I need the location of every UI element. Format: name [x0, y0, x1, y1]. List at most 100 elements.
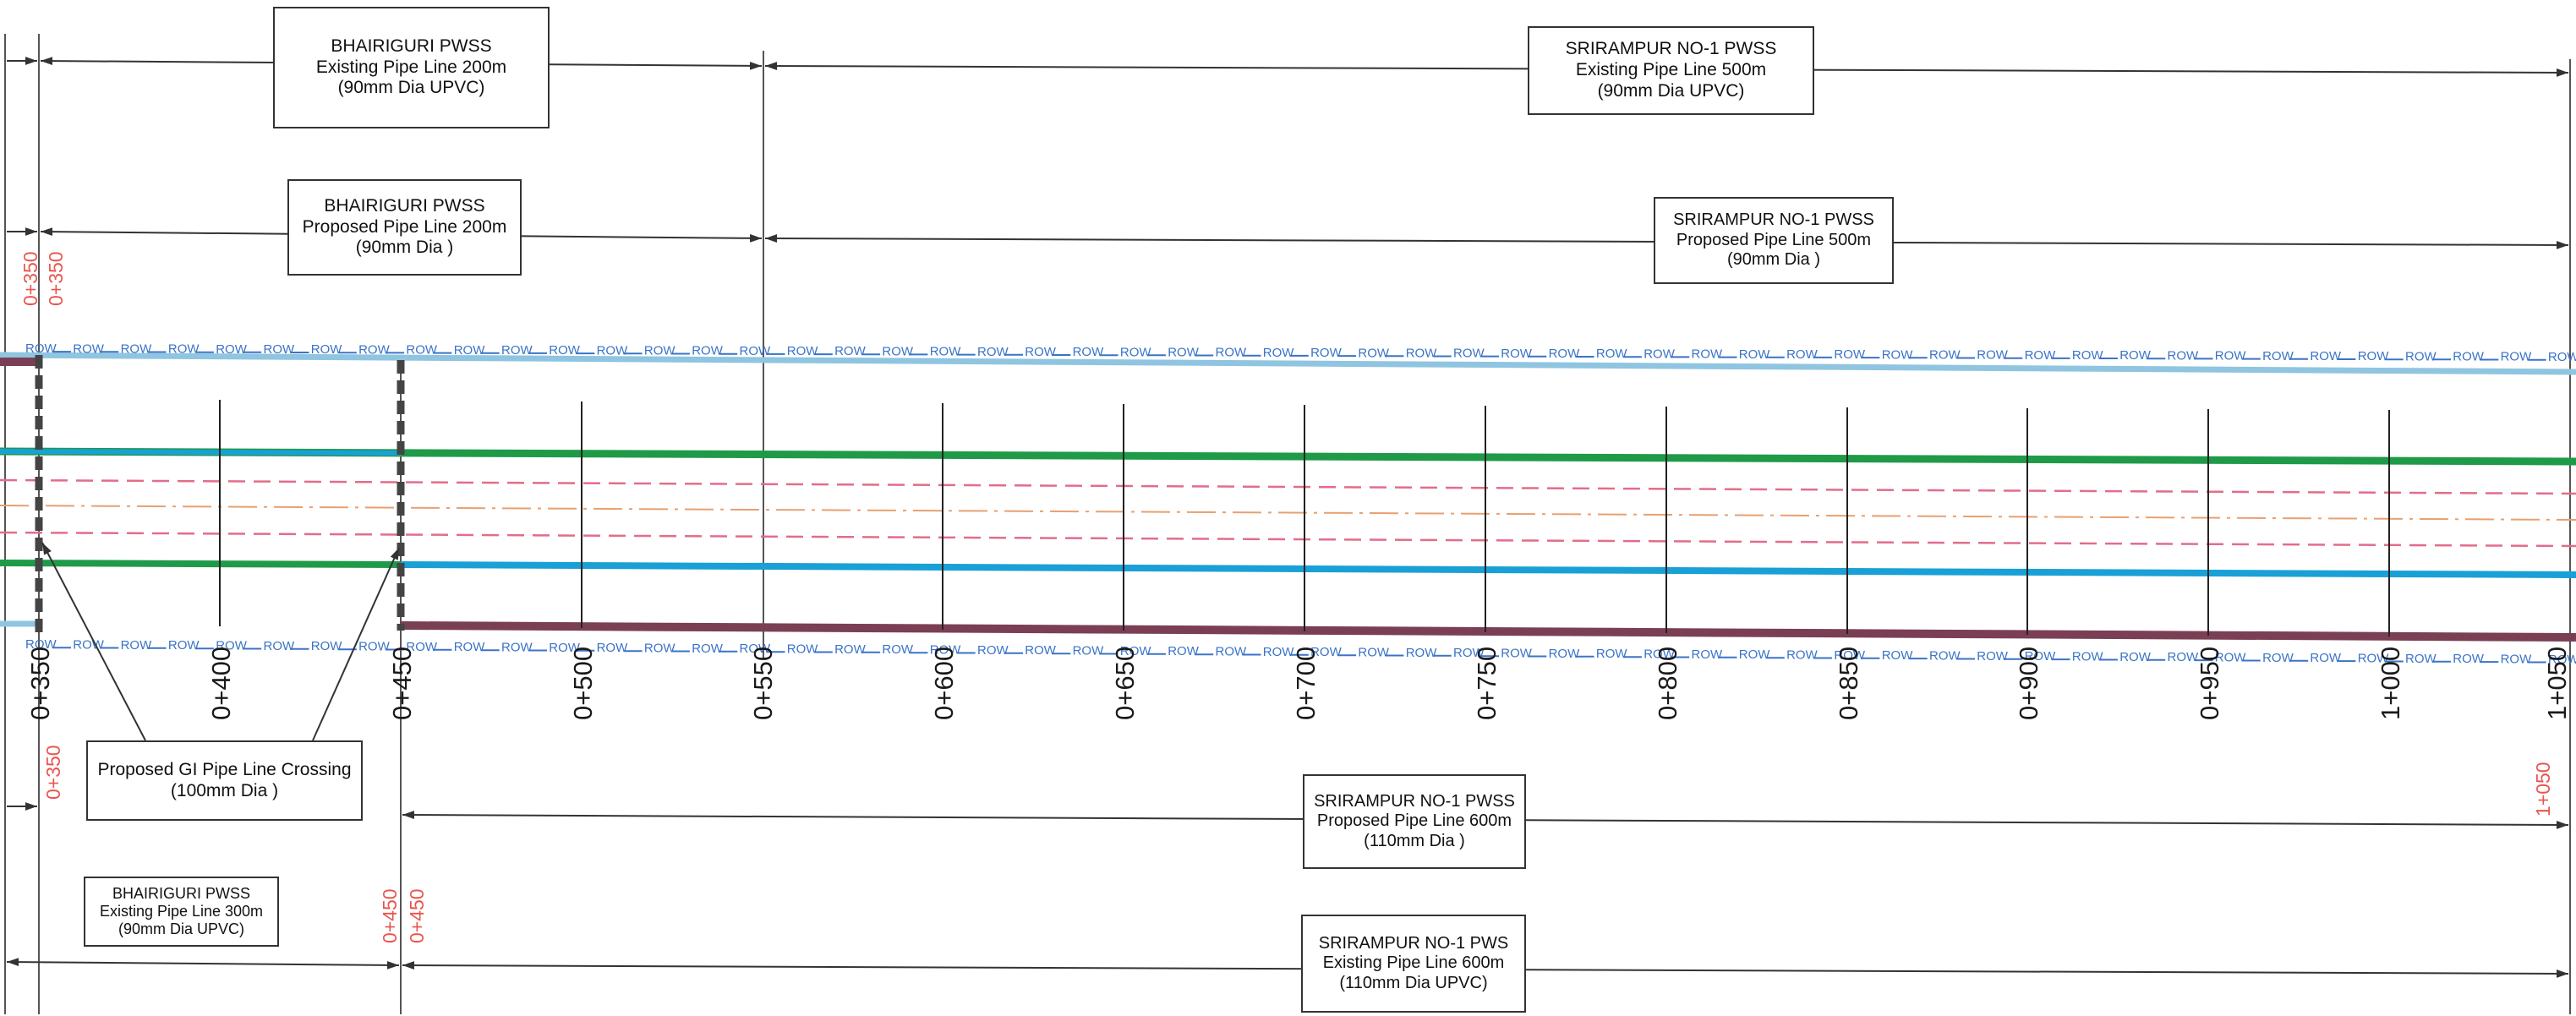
row-marker-bottom-28: ROW	[1358, 646, 1390, 660]
row-marker-top-35: ROW	[1692, 347, 1724, 362]
row-marker-bottom-7: ROW	[358, 640, 391, 654]
row-marker-top-1: ROW	[73, 341, 105, 356]
row-marker-bottom-26: ROW	[1263, 645, 1295, 659]
row-marker-top-47: ROW	[2262, 349, 2294, 363]
row-marker-top-0: ROW	[25, 341, 57, 356]
box-line: Existing Pipe Line 200m	[315, 57, 507, 77]
box-line: Existing Pipe Line 600m	[1322, 953, 1505, 973]
row-marker-top-37: ROW	[1786, 347, 1819, 362]
box-line: SRIRAMPUR NO-1 PWSS	[1673, 210, 1874, 230]
row-marker-bottom-51: ROW	[2453, 652, 2485, 666]
row-marker-top-20: ROW	[977, 345, 1009, 359]
row-marker-bottom-22: ROW	[1073, 644, 1105, 658]
row-marker-top-53: ROW	[2548, 350, 2576, 364]
row-marker-top-5: ROW	[264, 342, 296, 357]
chainage-label-0-850: 0+850	[1834, 646, 1863, 720]
row-marker-bottom-47: ROW	[2262, 651, 2294, 665]
row-marker-top-23: ROW	[1120, 345, 1152, 359]
row-marker-top-51: ROW	[2453, 350, 2485, 364]
row-marker-top-29: ROW	[1406, 347, 1438, 361]
row-marker-bottom-43: ROW	[2072, 650, 2104, 664]
row-marker-bottom-4: ROW	[216, 639, 248, 653]
row-marker-bottom-24: ROW	[1168, 644, 1200, 658]
red-chainage-right: 1+050	[2532, 762, 2554, 817]
chainage-tick-lines	[219, 400, 2390, 636]
row-marker-bottom-36: ROW	[1739, 647, 1771, 662]
row-marker-bottom-25: ROW	[1216, 645, 1248, 659]
red-dash-lower	[0, 531, 2576, 548]
row-marker-bottom-16: ROW	[787, 642, 819, 657]
row-marker-bottom-18: ROW	[882, 642, 914, 657]
green-line-top	[0, 447, 2576, 466]
box-bhairiguri-proposed: BHAIRIGURI PWSS Proposed Pipe Line 200m …	[287, 179, 522, 276]
blue-line-top-left	[0, 449, 402, 456]
box-line: (110mm Dia UPVC)	[1339, 973, 1488, 992]
row-marker-bottom-14: ROW	[692, 642, 724, 656]
row-marker-bottom-27: ROW	[1310, 645, 1343, 659]
row-marker-top-25: ROW	[1216, 346, 1248, 360]
row-marker-top-15: ROW	[740, 344, 772, 358]
row-marker-top-24: ROW	[1168, 346, 1200, 360]
box-line: (110mm Dia )	[1364, 831, 1465, 850]
chainage-label-0-450: 0+450	[387, 646, 417, 720]
box-srirampur-proposed-top: SRIRAMPUR NO-1 PWSS Proposed Pipe Line 5…	[1654, 197, 1894, 284]
row-marker-bottom-9: ROW	[454, 640, 486, 654]
box-line: Proposed Pipe Line 200m	[302, 216, 507, 237]
row-marker-bottom-53: ROW	[2548, 653, 2576, 667]
row-marker-top-48: ROW	[2310, 349, 2342, 363]
leader-line-left	[41, 542, 146, 741]
row-marker-bottom-38: ROW	[1834, 648, 1866, 663]
row-marker-top-43: ROW	[2072, 348, 2104, 363]
row-marker-bottom-46: ROW	[2215, 651, 2247, 665]
row-marker-top-10: ROW	[501, 343, 533, 358]
box-line: SRIRAMPUR NO-1 PWSS	[1565, 39, 1777, 59]
row-marker-top-38: ROW	[1834, 347, 1866, 362]
row-marker-bottom-11: ROW	[549, 641, 581, 655]
dim-arrow-bhairiguri-existing-bottom	[6, 958, 400, 970]
row-marker-top-46: ROW	[2215, 349, 2247, 363]
row-marker-bottom-44: ROW	[2119, 650, 2152, 664]
row-marker-bottom-19: ROW	[930, 643, 962, 658]
row-marker-top-40: ROW	[1929, 348, 1961, 363]
row-marker-top-28: ROW	[1358, 346, 1390, 360]
row-marker-top-11: ROW	[549, 343, 581, 358]
row-marker-bottom-29: ROW	[1406, 646, 1438, 660]
row-marker-bottom-17: ROW	[834, 642, 867, 657]
chainage-label-0-700: 0+700	[1291, 646, 1321, 720]
row-marker-bottom-39: ROW	[1882, 648, 1914, 663]
row-marker-bottom-2: ROW	[121, 638, 153, 653]
row-marker-bottom-1: ROW	[73, 638, 105, 653]
row-marker-top-21: ROW	[1025, 345, 1057, 359]
box-line: (90mm Dia )	[1726, 250, 1820, 270]
box-line: (90mm Dia )	[355, 238, 454, 258]
chainage-label-0-650: 0+650	[1110, 646, 1140, 720]
red-chainage-mid-left: 0+350	[42, 745, 64, 800]
row-marker-top-7: ROW	[358, 342, 391, 357]
row-marker-top-26: ROW	[1263, 346, 1295, 360]
row-marker-top-30: ROW	[1453, 347, 1485, 361]
box-bhairiguri-existing-bottom: BHAIRIGURI PWSS Existing Pipe Line 300m …	[84, 877, 279, 947]
row-marker-top-9: ROW	[454, 343, 486, 358]
row-marker-top-52: ROW	[2501, 350, 2533, 364]
blue-line-bottom	[400, 561, 2576, 578]
row-marker-top-6: ROW	[311, 342, 343, 357]
red-chainage-top-left-b: 0+350	[45, 251, 67, 306]
row-marker-top-32: ROW	[1549, 347, 1581, 361]
row-marker-bottom-49: ROW	[2358, 652, 2390, 666]
box-gi-crossing: Proposed GI Pipe Line Crossing (100mm Di…	[86, 740, 363, 821]
red-chainage-top-left-a: 0+350	[19, 251, 41, 306]
box-line: Proposed GI Pipe Line Crossing	[97, 759, 352, 779]
box-line: Proposed Pipe Line 600m	[1316, 811, 1512, 831]
row-marker-bottom-5: ROW	[264, 639, 296, 653]
row-marker-bottom-50: ROW	[2405, 652, 2437, 666]
purple-line-bottom	[400, 621, 2576, 642]
row-marker-bottom-52: ROW	[2501, 653, 2533, 667]
red-chainage-bottom-a: 0+450	[379, 888, 401, 943]
box-bhairiguri-existing-top: BHAIRIGURI PWSS Existing Pipe Line 200m …	[273, 7, 550, 128]
row-labels-bottom: ROW ROW ROW ROW ROW ROW ROW ROW ROW ROW ROW ROW ROW R…	[25, 637, 2576, 667]
box-line: (90mm Dia UPVC)	[1597, 80, 1745, 101]
box-line: BHAIRIGURI PWSS	[324, 195, 485, 216]
box-line: BHAIRIGURI PWSS	[331, 36, 492, 56]
row-marker-bottom-12: ROW	[597, 641, 629, 655]
row-marker-top-39: ROW	[1882, 347, 1914, 362]
